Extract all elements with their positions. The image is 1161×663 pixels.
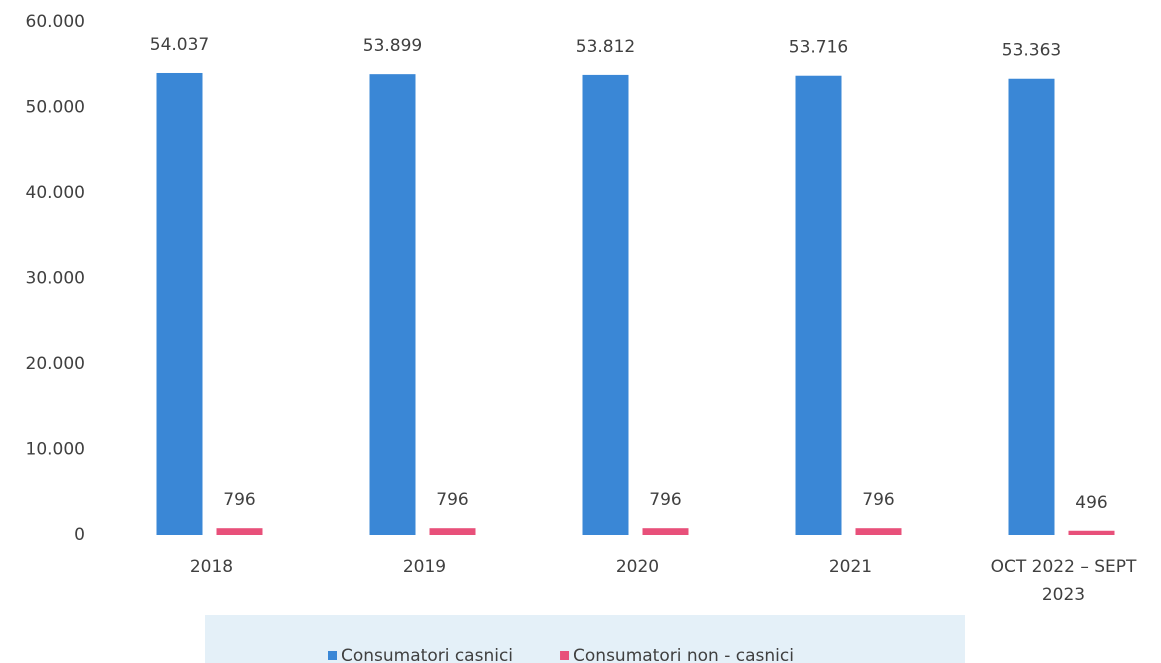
y-tick-label: 50.000 xyxy=(26,98,85,118)
bar xyxy=(855,528,902,535)
y-tick-label: 60.000 xyxy=(26,12,85,32)
data-label: 496 xyxy=(1075,493,1107,513)
data-label: 53.899 xyxy=(363,36,422,56)
data-label: 54.037 xyxy=(150,35,209,55)
legend-swatch xyxy=(560,651,570,660)
data-label: 796 xyxy=(223,490,255,510)
bar xyxy=(216,528,263,535)
bar xyxy=(1068,530,1115,535)
data-label: 796 xyxy=(436,490,468,510)
bar xyxy=(369,74,416,536)
x-tick-label: 2020 xyxy=(615,557,660,577)
bar xyxy=(795,75,842,535)
data-label: 53.812 xyxy=(576,37,635,57)
legend-swatch xyxy=(328,651,337,660)
legend-label: Consumatori casnici xyxy=(341,646,513,663)
data-label: 796 xyxy=(862,490,894,510)
data-label: 796 xyxy=(649,490,681,510)
bar xyxy=(429,528,476,535)
y-tick-label: 40.000 xyxy=(26,183,85,203)
y-tick-label: 20.000 xyxy=(26,354,85,374)
x-tick-label: 2021 xyxy=(828,557,873,577)
x-tick-label: 2018 xyxy=(189,557,234,577)
data-label: 53.716 xyxy=(789,38,848,58)
y-tick-label: 10.000 xyxy=(26,440,85,460)
bar xyxy=(642,528,689,535)
bar xyxy=(156,72,203,536)
y-tick-label: 0 xyxy=(74,525,85,545)
data-label: 53.363 xyxy=(1002,41,1061,61)
y-tick-label: 30.000 xyxy=(26,269,85,289)
x-tick-label: OCT 2022 – SEPT 2023 xyxy=(990,557,1137,605)
legend-label: Consumatori non - casnici xyxy=(573,646,794,663)
x-tick-label: 2019 xyxy=(402,557,447,577)
bar xyxy=(1008,78,1055,536)
bar xyxy=(582,74,629,535)
